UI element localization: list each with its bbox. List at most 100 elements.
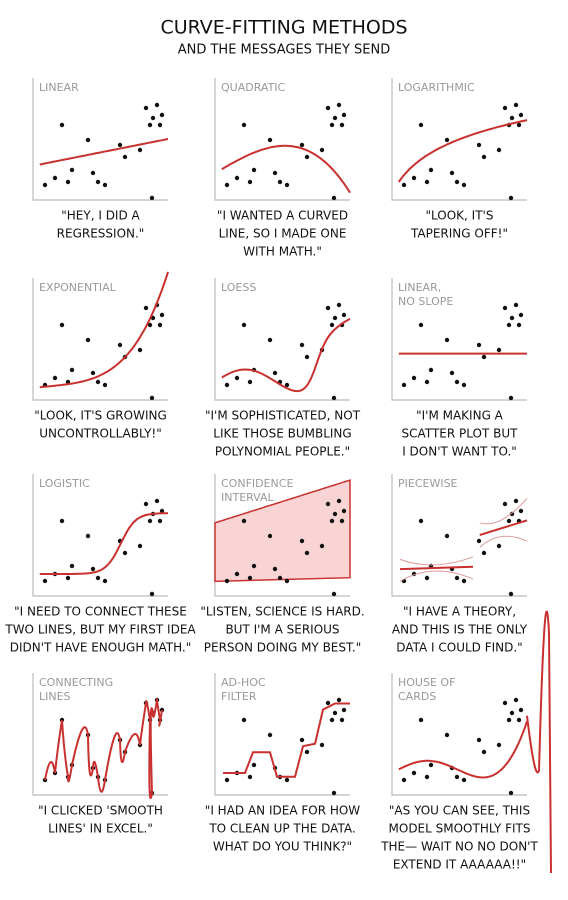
data-point (251, 762, 257, 768)
data-point (267, 137, 273, 143)
data-point (428, 762, 434, 768)
panel-label: CARDS (398, 690, 436, 703)
panel-caption: UNCONTROLLABLY!" (39, 427, 162, 441)
data-point (518, 112, 524, 118)
data-point (241, 518, 247, 524)
data-point (444, 732, 450, 738)
panel-caption: LINES' IN EXCEL." (48, 822, 153, 836)
subtitle: AND THE MESSAGES THEY SEND (178, 43, 391, 58)
panel-label: CONNECTING (39, 676, 113, 689)
data-point (147, 518, 153, 524)
axes (214, 673, 350, 796)
panel-label: PIECEWISE (398, 477, 458, 490)
data-point (157, 518, 163, 524)
data-point (461, 182, 467, 188)
data-point (454, 179, 460, 185)
data-point (516, 717, 522, 723)
data-point (509, 710, 515, 716)
data-point (502, 305, 508, 311)
data-point (341, 508, 347, 514)
data-point (481, 154, 487, 160)
data-point (224, 578, 230, 584)
data-point (509, 511, 515, 517)
data-point (461, 382, 467, 388)
data-point (272, 370, 278, 376)
data-point (496, 543, 502, 549)
data-point (42, 182, 48, 188)
data-point (496, 347, 502, 353)
panel-label: EXPONENTIAL (39, 281, 117, 294)
fit-curve (223, 702, 350, 778)
data-point (331, 395, 337, 401)
data-point (428, 367, 434, 373)
axes (391, 78, 527, 201)
panel-caption: PERSON DOING MY BEST." (204, 641, 362, 655)
panel-label: LINEAR (39, 81, 79, 94)
data-point (325, 105, 331, 111)
panel-caption: EXTEND IT AAAAAA!!" (393, 858, 526, 872)
data-point (52, 375, 58, 381)
data-point (518, 508, 524, 514)
data-point (319, 147, 325, 153)
data-point (284, 578, 290, 584)
data-point (502, 501, 508, 507)
data-point (90, 566, 96, 572)
data-point (454, 379, 460, 385)
data-point (251, 563, 257, 569)
data-point (137, 347, 143, 353)
data-point (444, 137, 450, 143)
panel-caption: REGRESSION." (57, 227, 145, 241)
data-point (502, 700, 508, 706)
data-point (496, 147, 502, 153)
data-point (428, 167, 434, 173)
panel-caption: "AS YOU CAN SEE, THIS (389, 804, 530, 818)
data-point (69, 563, 75, 569)
data-point (481, 749, 487, 755)
panel-caption: BUT I'M A SERIOUS (225, 623, 339, 637)
data-point (411, 175, 417, 181)
data-point (332, 315, 338, 321)
data-point (147, 122, 153, 128)
data-point (401, 777, 407, 783)
panel-label: FILTER (221, 690, 257, 703)
data-point (476, 737, 482, 743)
panel-caption: "LOOK, IT'S GROWING (34, 409, 167, 423)
data-point (304, 550, 310, 556)
data-point (234, 375, 240, 381)
data-point (476, 538, 482, 544)
data-point (325, 501, 331, 507)
data-point (401, 382, 407, 388)
data-point (234, 571, 240, 577)
panel-label: LINES (39, 690, 71, 703)
data-point (159, 508, 165, 514)
data-point (325, 700, 331, 706)
data-point (331, 591, 337, 597)
data-point (69, 367, 75, 373)
data-point (513, 102, 519, 108)
data-point (304, 354, 310, 360)
data-point (247, 179, 253, 185)
panel-caption: TAPERING OFF!" (410, 227, 508, 241)
data-point (102, 382, 108, 388)
axes (391, 474, 527, 597)
data-point (137, 543, 143, 549)
panel-caption: "I CLICKED 'SMOOTH (38, 804, 163, 818)
data-point (319, 543, 325, 549)
panel-caption: WHAT DO YOU THINK?" (213, 840, 352, 854)
axes (214, 78, 350, 201)
data-point (516, 122, 522, 128)
panel-label: QUADRATIC (221, 81, 286, 94)
data-point (418, 518, 424, 524)
fit-curve (221, 318, 351, 393)
data-point (143, 305, 149, 311)
data-point (444, 337, 450, 343)
data-point (267, 337, 273, 343)
data-point (137, 147, 143, 153)
data-point (95, 179, 101, 185)
data-point (247, 774, 253, 780)
data-point (95, 575, 101, 581)
data-point (234, 175, 240, 181)
data-point (454, 575, 460, 581)
data-point (331, 790, 337, 796)
data-point (506, 322, 512, 328)
